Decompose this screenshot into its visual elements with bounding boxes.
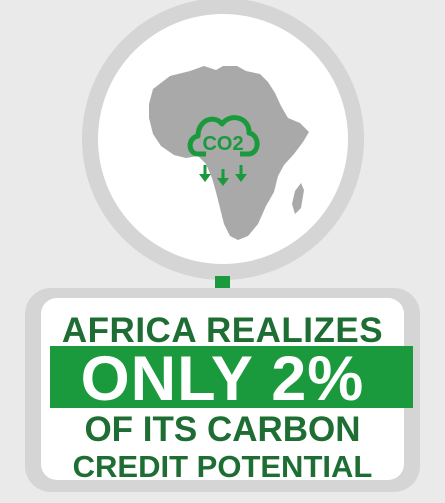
madagascar	[292, 183, 304, 214]
africa-map-icon: CO2	[149, 66, 309, 240]
down-arrows-icon	[199, 165, 247, 186]
headline-line-4: CREDIT POTENTIAL	[72, 449, 373, 484]
map-badge: CO2	[98, 14, 348, 264]
co2-cloud-icon: CO2	[187, 115, 260, 186]
headline-percentage: ONLY 2%	[80, 344, 365, 414]
headline-line-3: OF ITS CARBON	[84, 410, 361, 449]
africa-silhouette	[149, 66, 309, 240]
headline-line-1: AFRICA REALIZES	[61, 311, 384, 350]
highlight-bar	[50, 346, 413, 408]
co2-label: CO2	[202, 133, 243, 155]
